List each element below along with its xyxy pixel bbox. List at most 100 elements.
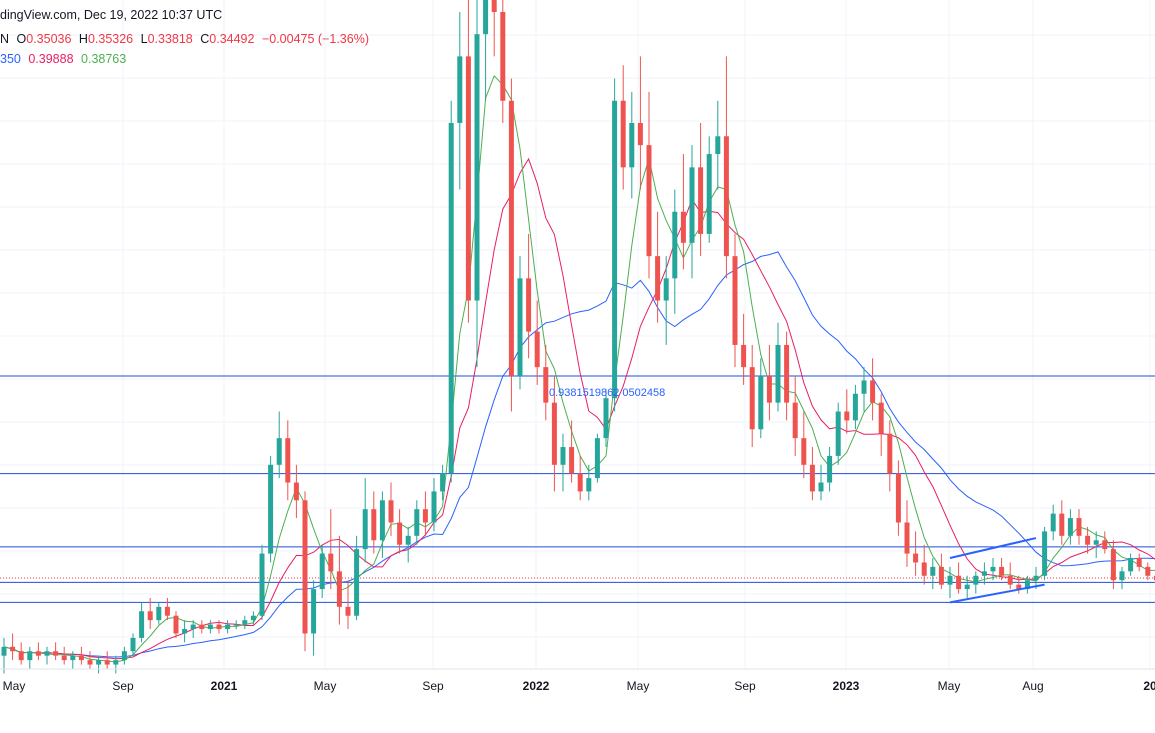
ma-blue-line	[3, 251, 1155, 658]
candle-body-108	[930, 566, 936, 576]
candle-body-131	[1128, 558, 1134, 572]
candle-body-54	[465, 56, 471, 301]
candle-body-30	[259, 553, 265, 616]
x-tick-label-7: Sep	[734, 679, 756, 693]
candle-body-98	[844, 411, 850, 421]
ma-green-line	[3, 74, 1155, 663]
candle-body-18	[156, 606, 162, 621]
candle-body-80	[689, 167, 695, 243]
x-tick-label-3: May	[314, 679, 337, 693]
candle-body-64	[551, 402, 557, 465]
ma-crimson-line	[3, 157, 1155, 660]
candle-body-23	[199, 624, 205, 630]
candle-body-106	[913, 553, 919, 563]
candle-body-53	[457, 56, 463, 123]
candle-body-65	[560, 447, 566, 465]
candle-body-111	[956, 575, 962, 590]
candle-body-42	[362, 509, 368, 550]
x-tick-label-11: 20	[1143, 679, 1155, 693]
candle-body-15	[130, 637, 136, 652]
candle-body-31	[268, 464, 274, 554]
candle-body-110	[947, 575, 953, 585]
candle-body-10	[87, 660, 93, 665]
candle-body-40	[345, 606, 351, 616]
candle-body-89	[766, 376, 772, 403]
trendlines[interactable]	[949, 537, 1045, 604]
candle-body-52	[448, 122, 454, 474]
candle-body-8	[70, 655, 76, 661]
candle-body-84	[723, 136, 729, 257]
candle-body-90	[775, 344, 781, 403]
source-text: dingView.com, Dec 19, 2022 10:37 UTC	[0, 8, 223, 22]
candle-body-82	[706, 154, 712, 234]
candle-body-92	[792, 402, 798, 439]
candle-body-126	[1085, 535, 1091, 545]
candle-body-69	[594, 438, 600, 479]
candle-body-37	[319, 553, 325, 590]
x-tick-label-10: Aug	[1022, 679, 1043, 693]
candle-body-71	[612, 100, 618, 399]
candle-body-125	[1076, 518, 1082, 536]
channel-upper-line[interactable]	[949, 537, 1037, 559]
candle-body-70	[603, 398, 609, 439]
candle-body-9	[78, 655, 84, 661]
candle-body-29	[250, 615, 256, 621]
x-axis-tick-labels: May Sep 2021 May Sep 2022 May Sep 2023 May Aug 20	[3, 679, 1155, 693]
candle-body-75	[646, 145, 652, 257]
x-tick-label-1: Sep	[112, 679, 134, 693]
candle-body-5	[44, 651, 50, 656]
candle-body-24	[207, 624, 213, 630]
moving-averages	[3, 74, 1155, 663]
candle-body-77	[663, 278, 669, 301]
candle-body-39	[336, 571, 342, 607]
candle-body-59	[508, 100, 514, 377]
ma-values-line: 350 0.39888 0.38763	[0, 52, 126, 66]
candle-body-36	[311, 589, 317, 634]
candle-body-115	[990, 566, 996, 572]
ma-green-value: 0.38763	[81, 52, 127, 66]
candle-body-32	[276, 438, 282, 465]
candle-body-91	[784, 344, 790, 403]
candle-body-22	[190, 624, 196, 630]
candle-body-104	[895, 473, 901, 523]
ma-crimson-value: 0.39888	[28, 52, 74, 66]
candle-body-34	[293, 482, 299, 501]
candle-body-97	[835, 411, 841, 456]
x-tick-label-8: 2023	[833, 679, 860, 693]
candle-body-62	[534, 331, 540, 368]
candle-body-27	[233, 624, 239, 626]
candle-body-16	[139, 611, 145, 638]
channel-lower-line[interactable]	[949, 583, 1045, 604]
candle-body-1	[10, 646, 16, 652]
candle-body-122	[1050, 513, 1056, 532]
high-label: H	[78, 32, 88, 46]
candle-body-28	[242, 620, 248, 625]
candle-body-74	[637, 122, 643, 146]
x-tick-label-5: 2022	[523, 679, 550, 693]
candle-body-133	[1145, 566, 1151, 576]
candle-body-102	[878, 402, 884, 434]
ma-blue-value: 350	[0, 52, 21, 66]
candle-body-60	[517, 278, 523, 376]
candle-body-25	[216, 624, 222, 630]
candle-body-61	[526, 278, 532, 332]
candle-body-76	[655, 256, 661, 301]
x-tick-label-6: May	[627, 679, 650, 693]
candle-body-73	[629, 122, 635, 168]
candle-body-26	[225, 624, 231, 630]
horizontal-levels[interactable]	[0, 375, 1155, 603]
candle-body-68	[586, 478, 592, 492]
candle-body-87	[749, 367, 755, 430]
open-label: O	[16, 32, 27, 46]
candle-body-46	[397, 522, 403, 545]
level-annotation: 0.9381519862 0502458	[549, 387, 665, 399]
candle-body-12	[104, 660, 110, 665]
candle-body-55	[474, 34, 480, 301]
candle-body-17	[147, 611, 153, 621]
candle-body-58	[500, 11, 506, 101]
candle-body-79	[680, 211, 686, 243]
candle-body-33	[285, 438, 291, 483]
candle-body-118	[1016, 584, 1022, 590]
candle-body-57	[491, 0, 497, 12]
